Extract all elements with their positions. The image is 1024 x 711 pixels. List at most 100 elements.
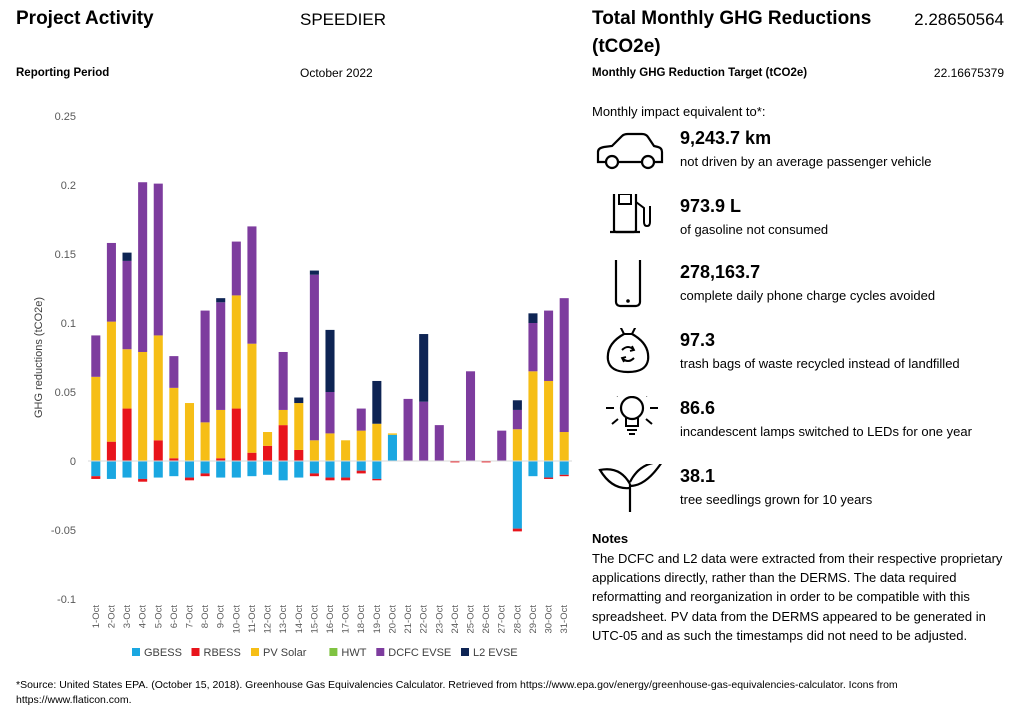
legend-swatch <box>251 648 259 656</box>
x-tick-label: 25-Oct <box>466 605 477 634</box>
bar-segment-pv-solar <box>387 433 397 435</box>
bar-segment-dcfc-evse <box>497 430 507 461</box>
bar-segment-rbess <box>263 445 273 461</box>
bar-segment-rbess <box>200 473 210 477</box>
bar-segment-dcfc-evse <box>309 274 319 441</box>
y-tick-label: 0.25 <box>55 111 76 123</box>
bar-segment-gbess <box>169 461 179 477</box>
bar-segment-dcfc-evse <box>122 260 132 350</box>
bar-segment-rbess <box>216 458 226 461</box>
bar-segment-l2-evse <box>122 252 132 261</box>
bar-segment-pv-solar <box>184 403 195 461</box>
impact-description: of gasoline not consumed <box>680 222 829 237</box>
bar-segment-pv-solar <box>153 335 163 441</box>
y-tick-label: -0.1 <box>57 594 76 606</box>
impact-description: tree seedlings grown for 10 years <box>680 492 873 507</box>
bar-segment-pv-solar <box>216 409 226 459</box>
phone-icon <box>614 260 642 308</box>
bar-segment-rbess <box>559 474 569 477</box>
bar-segment-rbess <box>512 528 522 532</box>
bar-segment-pv-solar <box>544 380 554 461</box>
bar-segment-dcfc-evse <box>559 298 569 433</box>
y-tick-label: 0 <box>70 456 76 468</box>
total-ghg-label-line1: Total Monthly GHG Reductions <box>592 8 872 29</box>
x-tick-label: 5-Oct <box>153 605 164 629</box>
impact-value: 86.6 <box>680 398 716 418</box>
bar-segment-pv-solar <box>341 440 351 461</box>
bar-segment-gbess <box>91 461 101 477</box>
notes-title: Notes <box>592 531 629 546</box>
impact-value: 38.1 <box>680 466 716 486</box>
bar-segment-rbess <box>122 408 132 461</box>
x-tick-label: 20-Oct <box>387 605 398 634</box>
bar-segment-dcfc-evse <box>91 335 101 377</box>
legend-entry: RBESS <box>204 647 241 659</box>
legend-swatch <box>376 648 385 656</box>
bar-segment-l2-evse <box>419 334 429 402</box>
bar-segment-dcfc-evse <box>216 302 226 410</box>
impact-value: 97.3 <box>680 330 716 350</box>
x-tick-label: 9-Oct <box>216 605 227 629</box>
bar-segment-gbess <box>512 461 522 529</box>
bar-segment-gbess <box>309 461 319 474</box>
x-tick-label: 15-Oct <box>309 605 320 634</box>
bar-segment-rbess <box>184 477 195 481</box>
x-tick-label: 27-Oct <box>497 605 508 634</box>
legend-entry: DCFC EVSE <box>388 647 451 659</box>
bar-segment-rbess <box>91 476 101 479</box>
legend-entry: GBESS <box>144 647 182 659</box>
x-tick-label: 11-Oct <box>247 605 258 633</box>
project-activity-label: Project Activity <box>16 8 154 29</box>
x-tick-label: 8-Oct <box>200 605 211 629</box>
legend-entry: HWT <box>341 647 366 659</box>
lightbulb-icon <box>606 396 658 435</box>
bar-segment-l2-evse <box>294 397 304 404</box>
bar-segment-gbess <box>231 461 241 478</box>
bar-segment-gbess <box>294 461 304 478</box>
y-tick-label: 0.2 <box>61 180 76 192</box>
bar-segment-gbess <box>278 461 288 481</box>
total-ghg-label-line2: (tCO2e) <box>592 36 661 57</box>
bar-segment-pv-solar <box>231 295 241 409</box>
bar-segment-rbess <box>341 477 351 481</box>
bar-segment-dcfc-evse <box>278 351 288 410</box>
bar-segment-pv-solar <box>309 440 319 461</box>
bar-segment-dcfc-evse <box>247 226 257 344</box>
project-name: SPEEDIER <box>300 10 386 29</box>
ghg-stacked-bar-chart: GHG reductions (tCO2e) -0.1 -0.05 0 0.05 0.1 0… <box>33 111 572 659</box>
legend-swatch <box>191 648 200 656</box>
bar-segment-gbess <box>106 461 116 479</box>
y-tick-label: 0.15 <box>55 249 76 261</box>
bar-segment-l2-evse <box>325 329 335 392</box>
x-tick-label: 22-Oct <box>419 605 430 634</box>
impact-item-car: 9,243.7 km not driven by an average pass… <box>592 126 1012 186</box>
bar-segment-pv-solar <box>528 371 538 461</box>
x-tick-label: 24-Oct <box>450 605 461 634</box>
bar-segment-dcfc-evse <box>403 398 413 461</box>
x-tick-label: 16-Oct <box>325 605 336 634</box>
bar-segment-pv-solar <box>278 409 288 426</box>
bar-segment-dcfc-evse <box>512 409 522 430</box>
legend-swatch <box>132 648 140 656</box>
impact-value: 973.9 L <box>680 196 742 216</box>
bar-segment-l2-evse <box>372 380 382 424</box>
bar-segment-pv-solar <box>138 351 148 461</box>
x-tick-label: 2-Oct <box>106 605 117 629</box>
bar-segment-gbess <box>263 461 273 475</box>
bar-segment-dcfc-evse <box>419 401 429 461</box>
bar-segment-rbess <box>309 473 319 477</box>
x-tick-label: 23-Oct <box>434 605 445 634</box>
bar-segment-dcfc-evse <box>106 242 116 322</box>
bar-segment-pv-solar <box>200 422 210 461</box>
x-tick-label: 28-Oct <box>512 605 523 634</box>
bar-segment-rbess <box>481 461 491 463</box>
bar-segment-rbess <box>153 440 163 461</box>
y-tick-label: 0.1 <box>61 318 76 330</box>
target-label: Monthly GHG Reduction Target (tCO2e) <box>592 67 808 79</box>
x-tick-label: 14-Oct <box>294 605 305 634</box>
bar-segment-gbess <box>325 461 335 478</box>
impact-item-waste: 97.3 trash bags of waste recycled instea… <box>592 328 1012 388</box>
x-tick-label: 4-Oct <box>138 605 149 629</box>
bar-segment-rbess <box>247 452 257 461</box>
bar-segment-dcfc-evse <box>200 310 210 423</box>
